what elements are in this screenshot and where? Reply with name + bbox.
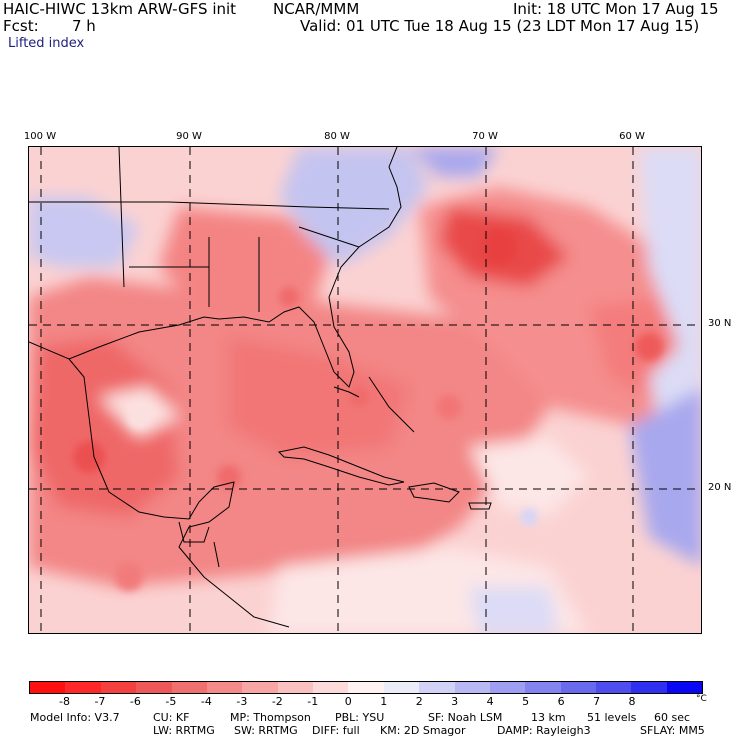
colorbar-swatch xyxy=(171,682,207,693)
mexico-coast xyxy=(68,358,290,628)
colorbar-label: -6 xyxy=(129,695,141,708)
colorbar-swatch xyxy=(596,682,632,693)
colorbar-label: -8 xyxy=(58,695,70,708)
colorbar-swatch xyxy=(65,682,101,693)
coastlines xyxy=(29,147,492,628)
colorbar-label: 1 xyxy=(380,695,388,708)
colorbar-swatch xyxy=(419,682,455,693)
colorbar-unit: °C xyxy=(696,694,707,704)
model-info-item: MP: Thompson xyxy=(230,711,311,724)
colorbar-label: 0 xyxy=(344,695,352,708)
model-info-item: KM: 2D Smagor xyxy=(380,724,466,737)
bahamas xyxy=(368,376,415,433)
lon-label-60w: 60 W xyxy=(619,131,645,142)
colorbar-swatch xyxy=(525,682,561,693)
colorbar-swatch xyxy=(136,682,172,693)
colorbar-swatch xyxy=(348,682,384,693)
colorbar-label: -5 xyxy=(165,695,177,708)
colorbar-label: 6 xyxy=(557,695,565,708)
colorbar-swatch xyxy=(242,682,278,693)
lon-label-70w: 70 W xyxy=(472,131,498,142)
valid-time: Valid: 01 UTC Tue 18 Aug 15 (23 LDT Mon … xyxy=(300,17,700,35)
central-america-borders xyxy=(178,521,220,568)
colorbar-swatch xyxy=(383,682,420,693)
puerto-rico xyxy=(468,502,492,510)
colorbar-swatch xyxy=(631,682,667,693)
model-info-item: SFLAY: MM5 xyxy=(640,724,705,737)
colorbar-label: -7 xyxy=(94,695,106,708)
colorbar xyxy=(29,681,703,694)
model-info-item: DIFF: full xyxy=(312,724,360,737)
colorbar-swatch xyxy=(100,682,137,693)
model-info-item: DAMP: Rayleigh3 xyxy=(497,724,591,737)
model-info-item: SF: Noah LSM xyxy=(428,711,503,724)
field-name: Lifted index xyxy=(8,36,85,51)
colorbar-label: 4 xyxy=(486,695,494,708)
field-western-gulf xyxy=(29,337,179,517)
colorbar-label: 7 xyxy=(593,695,601,708)
model-info-item: CU: KF xyxy=(153,711,190,724)
lifted-index-map xyxy=(28,146,702,634)
colorbar-label: -1 xyxy=(307,695,319,708)
colorbar-swatch xyxy=(560,682,596,693)
map-canvas xyxy=(29,147,701,633)
model-info-item: Model Info: V3.7 xyxy=(30,711,120,724)
us-states-a xyxy=(118,147,125,288)
colorbar-swatch xyxy=(313,682,349,693)
us-states-b xyxy=(29,201,390,210)
model-info-item: SW: RRTMG xyxy=(234,724,298,737)
us-gulf-coast xyxy=(29,147,402,388)
colorbar-label: -4 xyxy=(200,695,212,708)
field-southeast-blue xyxy=(629,388,701,566)
field-northeast-blue xyxy=(409,147,499,177)
latlon-grid xyxy=(29,147,701,633)
colorbar-swatch xyxy=(277,682,313,693)
title-center: NCAR/MMM xyxy=(273,0,360,18)
colorbar-swatch xyxy=(666,682,703,693)
colorbar-label: 5 xyxy=(522,695,530,708)
field-mid-white xyxy=(469,437,589,517)
model-info-item: LW: RRTMG xyxy=(153,724,215,737)
lon-label-80w: 80 W xyxy=(324,131,350,142)
us-states-c xyxy=(129,226,360,312)
fcst-value: 7 h xyxy=(72,17,96,35)
field-east-coast-blue xyxy=(279,147,429,267)
colorbar-swatch xyxy=(489,682,526,693)
colorbar-swatch xyxy=(30,682,66,693)
colorbar-label: 8 xyxy=(628,695,636,708)
model-info-item: 51 levels xyxy=(587,711,637,724)
model-info-item: 60 sec xyxy=(654,711,691,724)
fcst-label: Fcst: xyxy=(3,17,39,35)
florida-keys xyxy=(333,386,360,398)
lat-label-20n: 20 N xyxy=(708,482,732,493)
model-info-item: PBL: YSU xyxy=(335,711,385,724)
title-left: HAIC-HIWC 13km ARW-GFS init xyxy=(3,0,237,18)
colorbar-label: -3 xyxy=(236,695,248,708)
colorbar-swatch xyxy=(454,682,490,693)
colorbar-label: 3 xyxy=(451,695,459,708)
field-us-north-blue xyxy=(29,197,139,267)
init-time: Init: 18 UTC Mon 17 Aug 15 xyxy=(513,0,719,18)
colorbar-label: 2 xyxy=(415,695,423,708)
model-info-item: 13 km xyxy=(531,711,566,724)
lon-label-100w: 100 W xyxy=(23,131,57,142)
hispaniola xyxy=(408,482,460,503)
cuba xyxy=(277,446,405,486)
colorbar-label: -2 xyxy=(271,695,283,708)
field-far-south-blue xyxy=(469,587,559,633)
lon-label-90w: 90 W xyxy=(176,131,202,142)
lat-label-30n: 30 N xyxy=(708,318,732,329)
field-central-band xyxy=(229,337,409,457)
colorbar-swatch xyxy=(206,682,243,693)
